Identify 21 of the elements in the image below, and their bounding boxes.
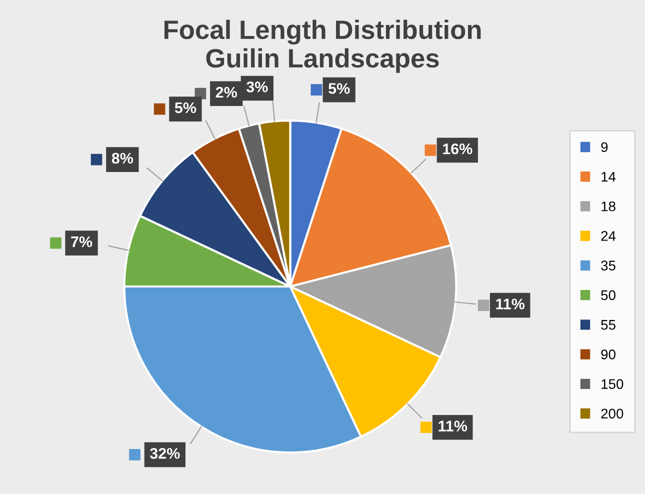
data-label: 11% (496, 298, 525, 310)
legend-label: 200 (601, 408, 624, 419)
data-label: 2% (216, 86, 237, 98)
legend-label: 9 (601, 142, 608, 152)
legend-label: 24 (601, 231, 616, 241)
legend-label: 50 (601, 290, 616, 300)
data-label: 3% (246, 82, 268, 92)
data-label: 5% (174, 102, 196, 114)
data-label: 11% (438, 420, 468, 432)
chart-title: Focal Length Distribution Guilin Landscapes (164, 20, 481, 73)
data-label: 5% (328, 83, 350, 94)
legend-label: 55 (601, 320, 616, 330)
data-label: 7% (71, 236, 92, 248)
legend-label: 35 (601, 260, 616, 270)
data-label: 8% (112, 152, 134, 164)
legend-label: 90 (601, 350, 616, 360)
legend-label: 150 (602, 379, 624, 389)
data-label: 32% (150, 448, 180, 459)
legend-label: 18 (602, 201, 616, 212)
data-label: 16% (443, 143, 472, 154)
legend-label: 14 (602, 172, 616, 182)
